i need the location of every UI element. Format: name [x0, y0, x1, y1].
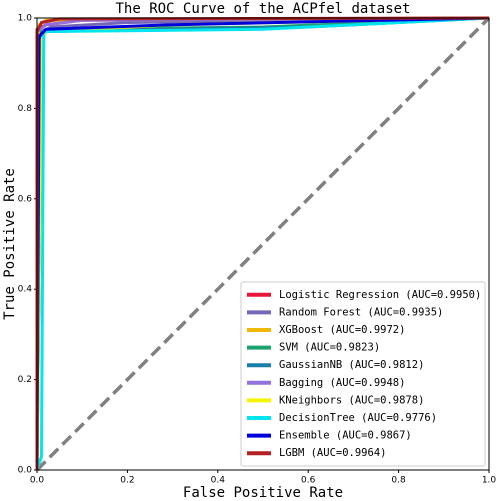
y-tick-label: 0.8 [18, 104, 33, 114]
y-tick-label: 0.2 [18, 375, 32, 385]
roc-curve [35, 16, 490, 471]
x-axis-label: False Positive Rate [183, 485, 343, 501]
y-axis-label: True Positive Rate [2, 168, 18, 320]
legend-label: SVM (AUC=0.9823) [279, 342, 380, 354]
legend-label: Bagging (AUC=0.9948) [279, 377, 405, 389]
plot-frame [36, 17, 490, 471]
legend-label: LGBM (AUC=0.9964) [279, 447, 386, 459]
x-tick-label: 0.8 [391, 476, 406, 486]
legend-label: Logistic Regression (AUC=0.9950) [279, 289, 481, 301]
x-tick-label: 0.4 [211, 476, 226, 486]
x-tick-label: 0.6 [301, 476, 316, 486]
legend-label: Ensemble (AUC=0.9867) [279, 430, 412, 442]
chance-diagonal [35, 16, 491, 472]
legend-label: XGBoost (AUC=0.9972) [279, 324, 405, 336]
legend-label: DecisionTree (AUC=0.9776) [279, 412, 437, 424]
legend-label: GaussianNB (AUC=0.9812) [279, 359, 424, 371]
x-tick-label: 0.0 [30, 476, 45, 486]
chart-title: The ROC Curve of the ACPfel dataset [115, 1, 410, 17]
y-tick-label: 0.6 [18, 194, 33, 204]
legend-label: KNeighbors (AUC=0.9878) [279, 394, 424, 406]
x-tick-label: 0.2 [120, 476, 134, 486]
y-tick-label: 1.0 [18, 14, 33, 24]
legend-label: Random Forest (AUC=0.9935) [279, 306, 443, 318]
x-tick-label: 1.0 [482, 476, 497, 486]
y-tick-label: 0.4 [18, 285, 33, 295]
y-tick-label: 0.0 [18, 466, 33, 476]
legend-box [240, 281, 486, 467]
